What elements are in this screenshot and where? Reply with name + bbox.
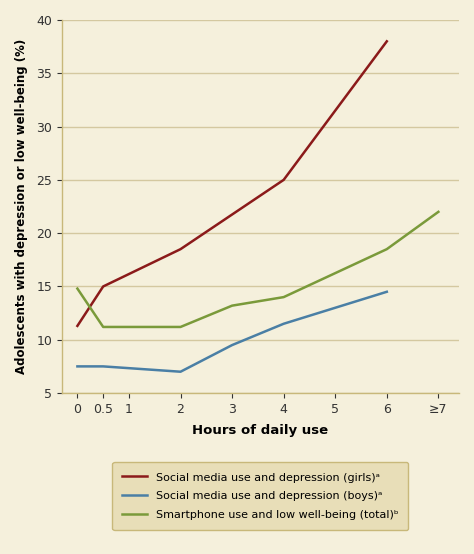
Legend: Social media use and depression (girls)ᵃ, Social media use and depression (boys): Social media use and depression (girls)ᵃ… [112,462,409,530]
X-axis label: Hours of daily use: Hours of daily use [192,424,328,437]
Y-axis label: Adolescents with depression or low well-being (%): Adolescents with depression or low well-… [15,39,28,374]
